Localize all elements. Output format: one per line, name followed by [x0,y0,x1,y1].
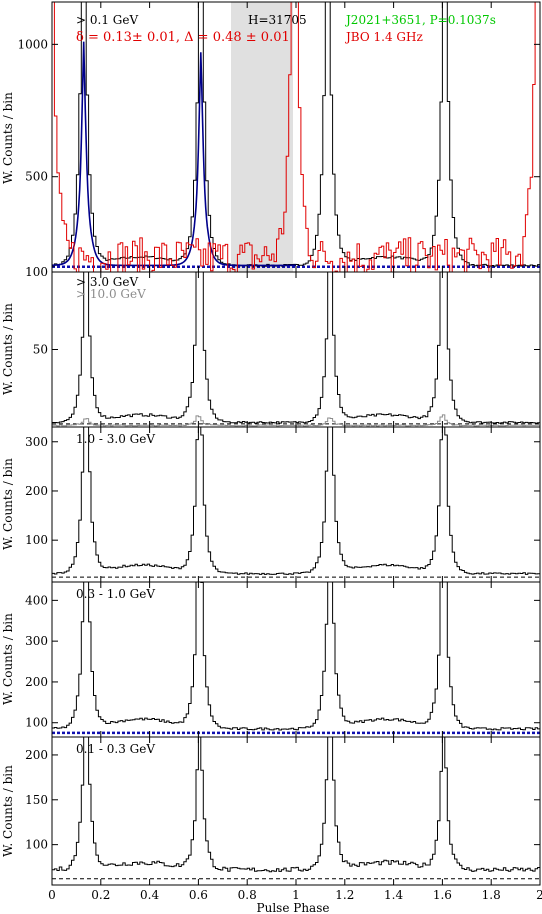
y-tick-label: 100 [25,265,48,279]
x-tick-label: 0.4 [140,888,159,902]
y-tick-label: 100 [25,838,48,852]
panel-top-traces [51,1,540,273]
panel-3-10: 50 100 > 3.0 GeV > 10.0 GeV [25,265,541,428]
panel-1-3-frame [51,426,541,583]
y-tick-label: 200 [25,748,48,762]
energy-label-3-10: > 3.0 GeV [76,275,138,289]
x-tick-label: 1.4 [384,888,403,902]
energy-label-0.1-0.3: 0.1 - 0.3 GeV [76,742,155,756]
panel-0.3-1: 100 200 300 400 0.3 - 1.0 GeV [25,581,541,738]
panel-0.3-1-traces [52,581,540,735]
panel-1-3: 100 200 300 1.0 - 3.0 GeV [25,426,541,583]
energy-label-top: > 0.1 GeV [76,13,138,27]
panel-0.1-0.3-yticks: 100 150 200 [25,737,541,885]
y-tick-label: 50 [33,343,48,357]
energy-label-1-3: 1.0 - 3.0 GeV [76,432,155,446]
panel-top-yticks: 500 1000 [17,2,541,272]
y-tick-label: 100 [25,533,48,547]
radio-label: JBO 1.4 GHz [344,30,423,44]
gamma-profile [52,271,540,424]
y-tick-label: 1000 [17,37,48,51]
radio-profile [52,1,540,273]
y-tick-label: 150 [25,793,48,807]
x-tick-label: 1 [292,888,300,902]
phase-shade [231,2,293,272]
x-tick-label: 2 [536,888,542,902]
gamma-profile [52,581,540,731]
panel-3-10-traces [52,271,540,427]
y-tick-label: 400 [25,593,48,607]
x-tick-label: 0.8 [238,888,257,902]
panel-0.1-0.3: 100 150 200 0.1 - 0.3 GeV [25,736,541,886]
y-tick-label: 200 [25,484,48,498]
panel-top: 500 1000 > 0.1 GeV H=31705 J2021+3651, P=… [17,1,541,273]
y-axis-title-3-10: W. Counts / bin [1,303,15,395]
x-tick-label: 0.6 [189,888,208,902]
x-tick-label: 1.2 [335,888,354,902]
panel-0.1-0.3-traces [52,736,540,880]
y-tick-label: 300 [25,634,48,648]
panel-3-10-yticks: 50 100 [25,265,541,427]
panel-1-3-yticks: 100 200 300 [25,427,541,582]
x-axis: 0 0.2 0.4 0.6 0.8 1 1.2 1.4 1.6 1.8 2 [48,888,542,902]
energy-label-0.3-1: 0.3 - 1.0 GeV [76,587,155,601]
y-axis-title-top: W. Counts / bin [1,92,15,184]
x-tick-label: 1.8 [482,888,501,902]
panel-0.3-1-frame [51,581,541,738]
gamma-profile [52,426,540,575]
y-tick-label: 100 [25,716,48,730]
gamma-profile [52,736,540,873]
y-tick-label: 500 [25,170,48,184]
energy-label-10: > 10.0 GeV [76,287,146,301]
y-axis-title-0.1-0.3: W. Counts / bin [1,765,15,857]
pulsar-label: J2021+3651, P=0.1037s [344,13,496,27]
y-axis-title-0.3-1: W. Counts / bin [1,613,15,705]
gamma-profile [52,414,540,427]
panel-0.3-1-yticks: 100 200 300 400 [25,582,541,737]
x-axis-title: Pulse Phase [257,901,330,914]
fit-label: δ = 0.13± 0.01, Δ = 0.48 ± 0.01 [76,30,290,45]
x-tick-label: 0.2 [91,888,110,902]
x-tick-label: 0 [48,888,56,902]
htest-label: H=31705 [248,13,307,27]
x-tick-label: 1.6 [433,888,452,902]
y-tick-label: 200 [25,675,48,689]
y-axis-title-1-3: W. Counts / bin [1,458,15,550]
panel-1-3-traces [52,426,540,578]
y-tick-label: 300 [25,435,48,449]
